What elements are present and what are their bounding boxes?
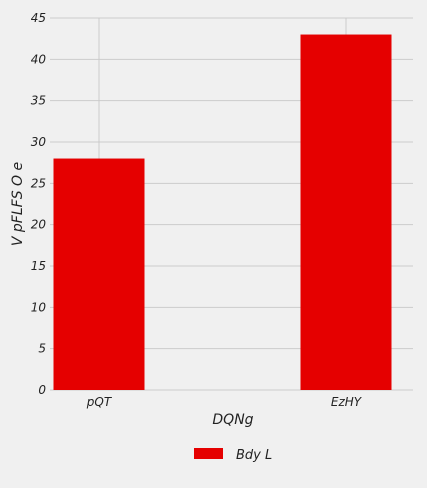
y-tick-label-0: 0 [38, 383, 46, 397]
y-tick-label-3: 15 [31, 259, 46, 273]
y-tick-label-9: 45 [31, 11, 46, 25]
bar-pQT [53, 158, 145, 390]
y-tick-label-6: 30 [31, 135, 47, 149]
y-tick-label-2: 10 [31, 300, 47, 314]
x-tick-label-0: pQT [86, 395, 113, 409]
bar-EzHY [300, 34, 392, 391]
y-tick-label-4: 20 [31, 218, 47, 232]
bars [53, 34, 392, 391]
legend-swatch [194, 448, 223, 459]
y-tick-label-1: 5 [38, 342, 46, 356]
y-tick-label-8: 40 [31, 52, 47, 66]
y-tick-label-5: 25 [31, 176, 46, 190]
y-tick-label-7: 35 [31, 94, 46, 108]
legend-label-series-0: Bdy L [236, 448, 272, 463]
legend: Bdy L [194, 448, 272, 463]
x-tick-labels: pQT EzHY [86, 395, 363, 409]
y-axis-label: V pFLFS O e [10, 162, 26, 246]
y-tick-labels: 0 5 10 15 20 25 30 35 40 45 [31, 11, 47, 397]
x-axis-label: DQNg [212, 412, 253, 428]
x-tick-label-1: EzHY [331, 395, 363, 409]
